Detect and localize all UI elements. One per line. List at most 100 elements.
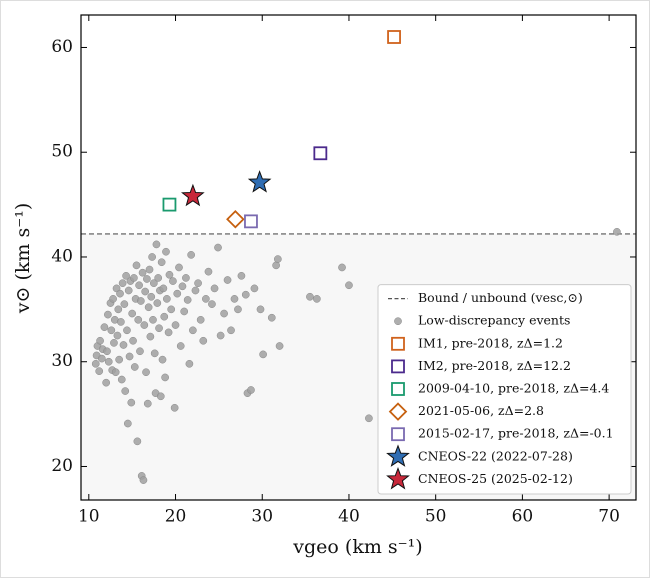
point	[613, 227, 621, 236]
point	[220, 309, 228, 318]
point	[227, 326, 235, 335]
point	[122, 271, 130, 280]
x-tick-label: 60	[512, 507, 534, 527]
point	[129, 336, 137, 345]
point	[141, 287, 150, 296]
point	[247, 386, 255, 394]
point	[244, 214, 258, 229]
point	[182, 274, 190, 282]
point	[148, 253, 156, 261]
point	[138, 268, 147, 277]
x-tick-label: 30	[251, 507, 273, 527]
point	[165, 270, 174, 279]
point	[247, 170, 272, 193]
point	[153, 299, 162, 307]
point	[114, 305, 123, 314]
point	[173, 289, 182, 298]
point	[196, 315, 205, 324]
unbound-region-bg	[81, 15, 636, 234]
point	[275, 342, 284, 350]
point	[230, 295, 239, 303]
legend-label: CNEOS-22 (2022-07-28)	[418, 448, 573, 463]
point	[187, 251, 195, 259]
point	[267, 313, 276, 322]
point	[208, 300, 216, 308]
legend-marker	[391, 427, 405, 442]
plot-border	[80, 14, 637, 501]
point	[96, 336, 104, 345]
point	[146, 332, 155, 341]
point	[125, 352, 134, 361]
x-tick-label: 70	[598, 507, 620, 527]
point	[155, 324, 163, 333]
point	[121, 387, 130, 395]
point	[135, 281, 143, 290]
point	[127, 398, 136, 407]
point	[118, 279, 127, 288]
legend-marker	[391, 382, 405, 396]
legend-marker	[391, 336, 405, 351]
point	[216, 331, 225, 340]
point	[202, 295, 210, 303]
legend-label: 2021-05-06, zΔ=2.8	[418, 403, 544, 418]
point	[128, 309, 137, 318]
legend-box	[377, 284, 632, 495]
point	[167, 305, 176, 314]
point	[160, 312, 169, 321]
legend-label: CNEOS-25 (2025-02-12)	[418, 471, 573, 486]
point	[147, 292, 156, 301]
point	[120, 300, 129, 308]
y-tick-label: 20	[51, 456, 73, 476]
point	[109, 295, 117, 303]
legend-label: Low-discrepancy events	[418, 313, 570, 328]
point	[107, 326, 116, 335]
point	[338, 263, 346, 272]
y-tick-label: 50	[51, 142, 73, 162]
point	[156, 392, 165, 401]
point	[313, 295, 321, 303]
point	[91, 359, 100, 368]
point	[136, 297, 145, 305]
point	[104, 310, 112, 319]
y-axis-label: v⊙ (km s⁻¹)	[12, 203, 34, 314]
point	[191, 286, 200, 295]
legend-label: 2009-04-10, pre-2018, zΔ=4.4	[418, 381, 609, 396]
point	[387, 30, 401, 44]
legend-label: 2015-02-17, pre-2018, zΔ=-0.1	[418, 426, 614, 441]
point	[234, 305, 242, 314]
point	[161, 373, 169, 382]
point	[210, 284, 219, 293]
y-tick-label: 40	[51, 246, 73, 266]
x-tick-label: 50	[425, 507, 447, 527]
legend-marker	[391, 359, 405, 374]
point	[103, 347, 111, 356]
legend-marker	[394, 317, 402, 326]
point	[115, 355, 124, 364]
point	[124, 286, 133, 295]
point	[204, 267, 213, 276]
y-tick-label: 60	[51, 37, 73, 57]
point	[95, 367, 104, 376]
point	[149, 315, 157, 324]
point	[199, 336, 208, 345]
point	[175, 263, 183, 272]
point	[154, 274, 163, 282]
point	[143, 399, 152, 408]
point	[133, 437, 142, 446]
point	[140, 321, 149, 329]
point	[306, 292, 314, 301]
point	[237, 271, 246, 280]
point	[223, 276, 232, 284]
point	[250, 284, 259, 293]
point	[178, 282, 187, 291]
point	[170, 403, 179, 412]
point	[163, 295, 171, 303]
point	[136, 347, 144, 356]
point	[256, 305, 265, 314]
point	[152, 240, 161, 249]
point	[313, 146, 328, 161]
point	[144, 303, 153, 312]
legend-label: Bound / unbound (vesc,⊙)	[418, 290, 583, 305]
